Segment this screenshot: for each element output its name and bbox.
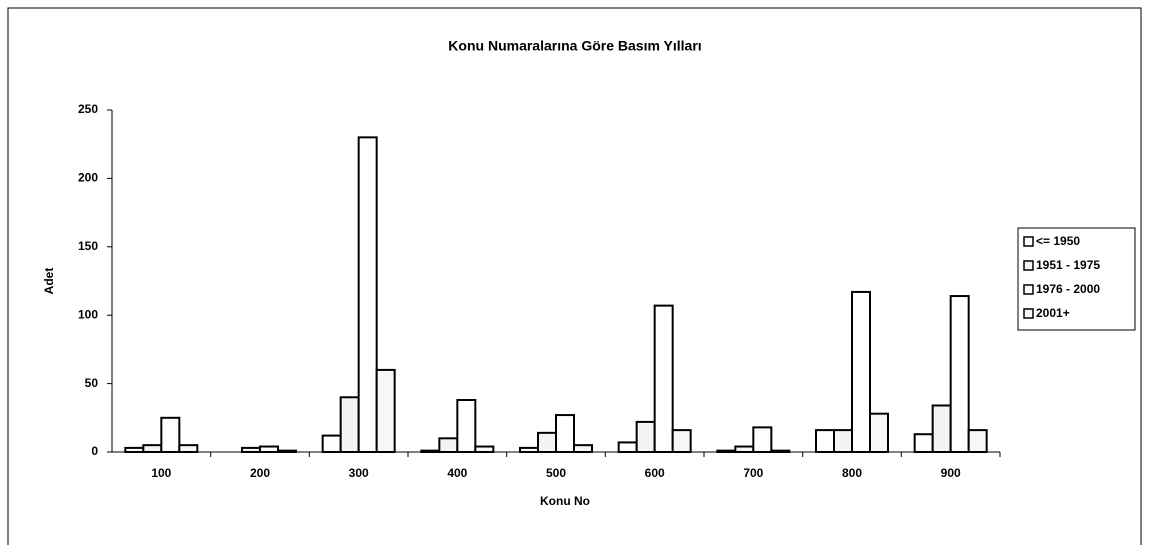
x-tick-label: 400 [447,466,467,480]
chart-title: Konu Numaralarına Göre Basım Yılları [448,38,701,54]
legend-box [1017,227,1136,331]
legend-label: <= 1950 [1036,234,1080,248]
bar [375,368,396,454]
y-tick-label: 0 [91,444,98,458]
bar [321,434,342,454]
y-tick-label: 200 [78,171,98,185]
bar [833,429,853,453]
bar [420,449,441,453]
bar [967,429,988,453]
y-axis-label: Adet [42,268,56,295]
bar [555,414,575,453]
bar [474,445,495,454]
bar [178,444,199,454]
bar [931,404,952,454]
bar [573,444,593,454]
bar [259,445,279,454]
bar [869,412,889,454]
legend-swatch [1023,236,1034,247]
legend-label: 2001+ [1036,306,1070,320]
bar [241,446,261,453]
bar [519,446,539,453]
legend-swatch [1023,284,1034,295]
bar [277,449,297,453]
x-tick-label: 900 [941,466,961,480]
x-tick-label: 500 [546,466,566,480]
bar [734,445,755,454]
bar [142,444,163,454]
bar [949,295,970,453]
chart-frame [7,7,1142,545]
legend-label: 1976 - 2000 [1036,282,1100,296]
y-tick-label: 150 [78,239,98,253]
bar [815,429,835,453]
bar [635,420,656,453]
bar [671,429,692,453]
bar [124,446,145,453]
bar [537,431,557,453]
x-tick-label: 300 [349,466,369,480]
bar [339,396,360,453]
y-tick-label: 100 [78,307,98,321]
legend-label: 1951 - 1975 [1036,258,1100,272]
legend-swatch [1023,260,1034,271]
y-tick-label: 250 [78,102,98,116]
x-tick-label: 700 [743,466,763,480]
x-tick-label: 100 [151,466,171,480]
bar [851,290,871,453]
bar [357,136,378,454]
bar [160,416,181,453]
x-tick-label: 600 [645,466,665,480]
x-axis-label: Konu No [540,494,590,508]
x-tick-label: 800 [842,466,862,480]
bar [716,449,737,453]
bar [438,437,459,454]
bar [752,426,773,454]
bar [913,433,934,454]
legend-swatch [1023,308,1034,319]
bar [456,399,477,453]
y-tick-label: 50 [85,376,99,390]
bar [617,441,638,454]
x-tick-label: 200 [250,466,270,480]
bar [770,449,791,453]
bar [653,304,674,453]
